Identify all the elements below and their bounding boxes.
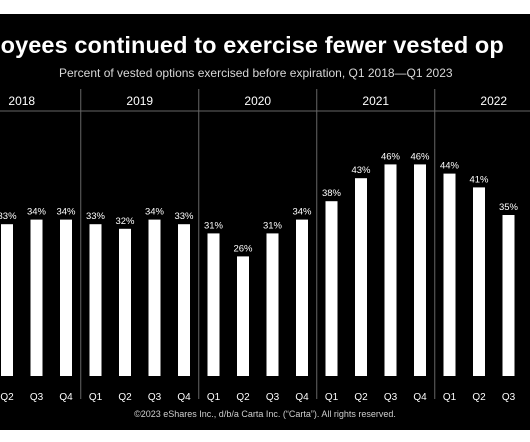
chart-title: loyees continued to exercise fewer veste… [0,32,504,58]
quarter-tick-label: Q3 [148,392,162,403]
quarter-tick-label: Q1 [443,392,457,403]
quarter-tick-label: Q4 [59,392,73,403]
bar-value-label: 32% [115,216,135,227]
bar-value-label: 46% [381,151,401,162]
bar [473,187,485,376]
bar [30,219,43,376]
quarter-tick-label: Q2 [0,392,14,403]
copyright-footer: ©2023 eShares Inc., d/b/a Carta Inc. (“C… [134,409,396,419]
bar-value-label: 31% [263,220,283,231]
bar [60,219,72,376]
bar [502,215,515,376]
bar-value-label: 38% [322,188,342,199]
quarter-tick-label: Q2 [236,392,250,403]
quarter-tick-label: Q3 [266,392,280,403]
quarter-tick-label: Q2 [118,392,132,403]
bar-value-label: 31% [204,220,224,231]
bar-value-label: 33% [0,211,17,222]
quarter-tick-label: Q4 [177,392,191,403]
bar [384,164,397,376]
bar-value-label: 34% [292,207,312,218]
quarter-tick-label: Q3 [502,392,516,403]
bar [178,224,190,376]
year-label: 2019 [126,94,153,108]
quarter-tick-label: Q1 [207,392,221,403]
bar [237,256,249,376]
bar-value-label: 34% [56,207,76,218]
bar [443,173,456,376]
quarter-tick-label: Q4 [413,392,427,403]
quarter-tick-label: Q2 [354,392,368,403]
bar [325,201,338,376]
bar-value-label: 35% [499,202,519,213]
year-label: 2022 [480,94,507,108]
chart-panel: loyees continued to exercise fewer veste… [0,14,530,430]
bar [1,224,13,376]
bar-value-label: 33% [174,211,194,222]
bar [414,164,426,376]
bar [89,224,102,376]
quarter-tick-label: Q4 [295,392,309,403]
chart-subtitle: Percent of vested options exercised befo… [59,66,453,80]
bar [266,233,279,376]
bar-chart: 2018 2019 2020 2021 2022 33% Q2 34% Q3 34% Q4 33% Q1… [0,89,530,403]
bar-value-label: 46% [410,151,430,162]
bar [119,228,131,376]
bar [148,219,161,376]
year-label: 2018 [8,94,35,108]
year-label: 2020 [244,94,271,108]
bar-value-label: 26% [233,243,253,254]
quarter-tick-label: Q1 [325,392,339,403]
quarter-tick-label: Q2 [472,392,486,403]
bar [355,178,367,376]
bar [207,233,220,376]
bar-value-label: 44% [440,161,460,172]
bar-value-label: 34% [145,207,165,218]
bar-value-label: 33% [86,211,106,222]
bar-value-label: 34% [27,207,47,218]
bar [296,219,308,376]
bar-value-label: 41% [469,174,489,185]
quarter-tick-label: Q1 [89,392,103,403]
quarter-tick-label: Q3 [30,392,44,403]
quarter-tick-label: Q3 [384,392,398,403]
year-label: 2021 [362,94,389,108]
bar-value-label: 43% [351,165,371,176]
